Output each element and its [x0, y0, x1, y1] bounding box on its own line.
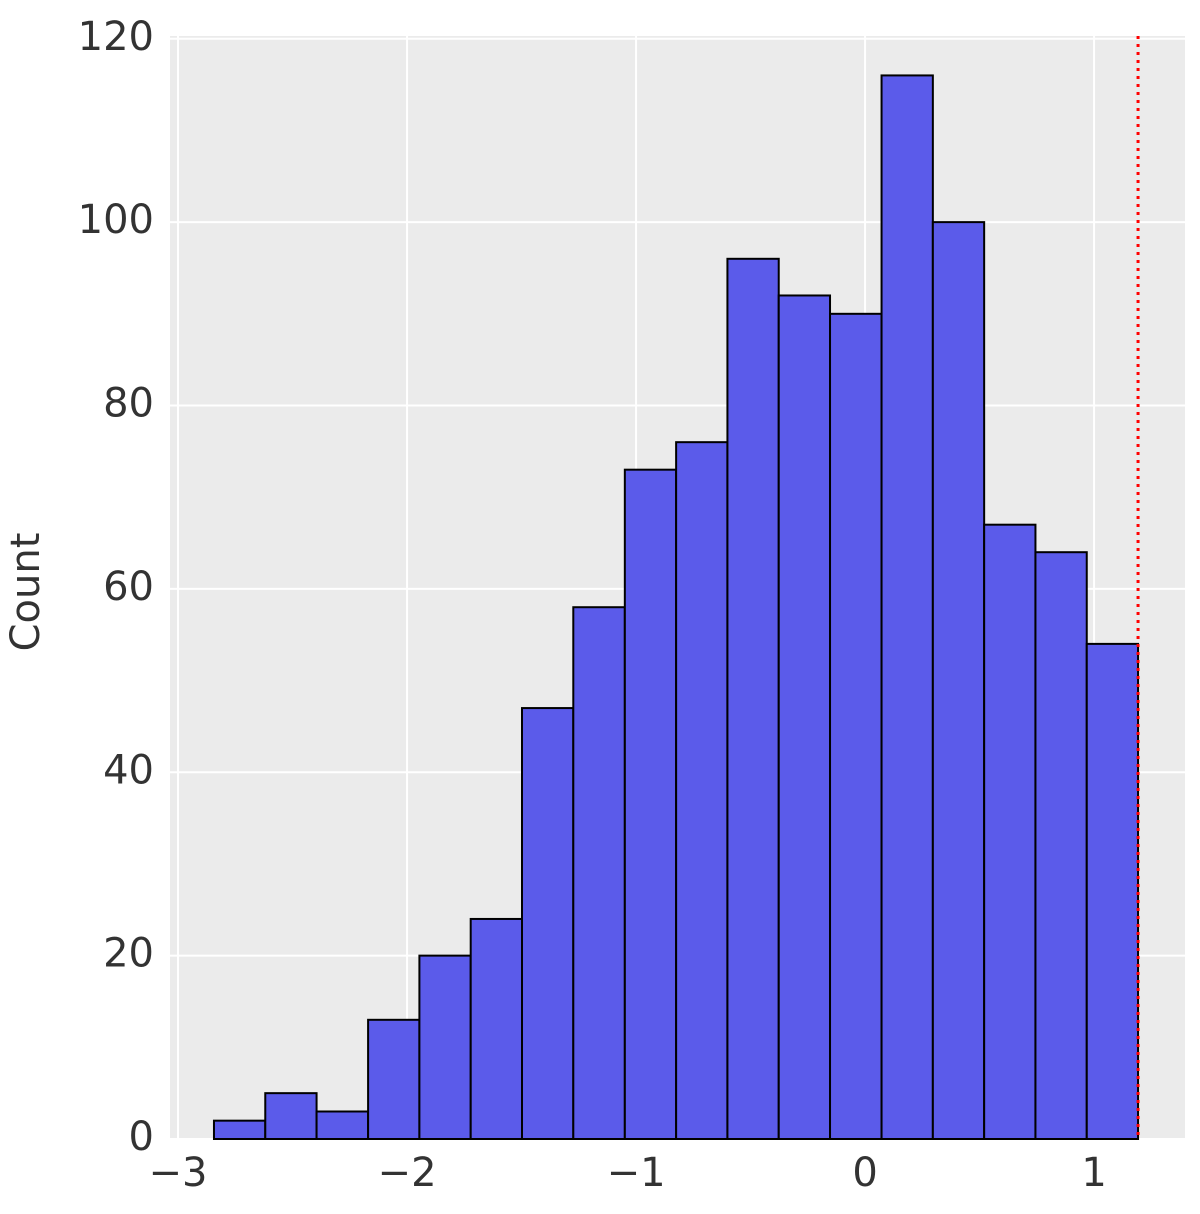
y-axis-label: Count: [3, 533, 49, 652]
y-tick-label: 60: [103, 564, 154, 610]
y-tick-label: 120: [78, 14, 154, 60]
y-tick-label: 40: [103, 747, 154, 793]
bar: [931, 221, 986, 1140]
bar: [367, 1018, 421, 1141]
bar: [675, 441, 729, 1140]
bar: [880, 74, 934, 1140]
x-tick-label: 0: [852, 1150, 877, 1196]
bar: [726, 257, 780, 1141]
bar: [623, 468, 678, 1140]
x-tick-label: −3: [149, 1150, 208, 1196]
bar: [315, 1110, 370, 1141]
x-tick-label: −1: [607, 1150, 666, 1196]
x-tick-label: −2: [378, 1150, 437, 1196]
bar: [1034, 551, 1088, 1140]
bar: [983, 523, 1037, 1140]
bar: [212, 1119, 267, 1140]
x-tick-label: 1: [1081, 1150, 1106, 1196]
bar: [572, 606, 626, 1140]
bar: [418, 954, 472, 1141]
bar: [829, 312, 883, 1140]
bar: [1085, 642, 1140, 1140]
y-tick-label: 80: [103, 381, 154, 427]
bar: [264, 1092, 318, 1140]
bar: [469, 917, 523, 1141]
bar: [777, 294, 832, 1140]
bar: [520, 707, 575, 1140]
y-tick-label: 20: [103, 931, 154, 977]
y-tick-label: 0: [129, 1114, 154, 1160]
y-tick-label: 100: [78, 197, 154, 243]
